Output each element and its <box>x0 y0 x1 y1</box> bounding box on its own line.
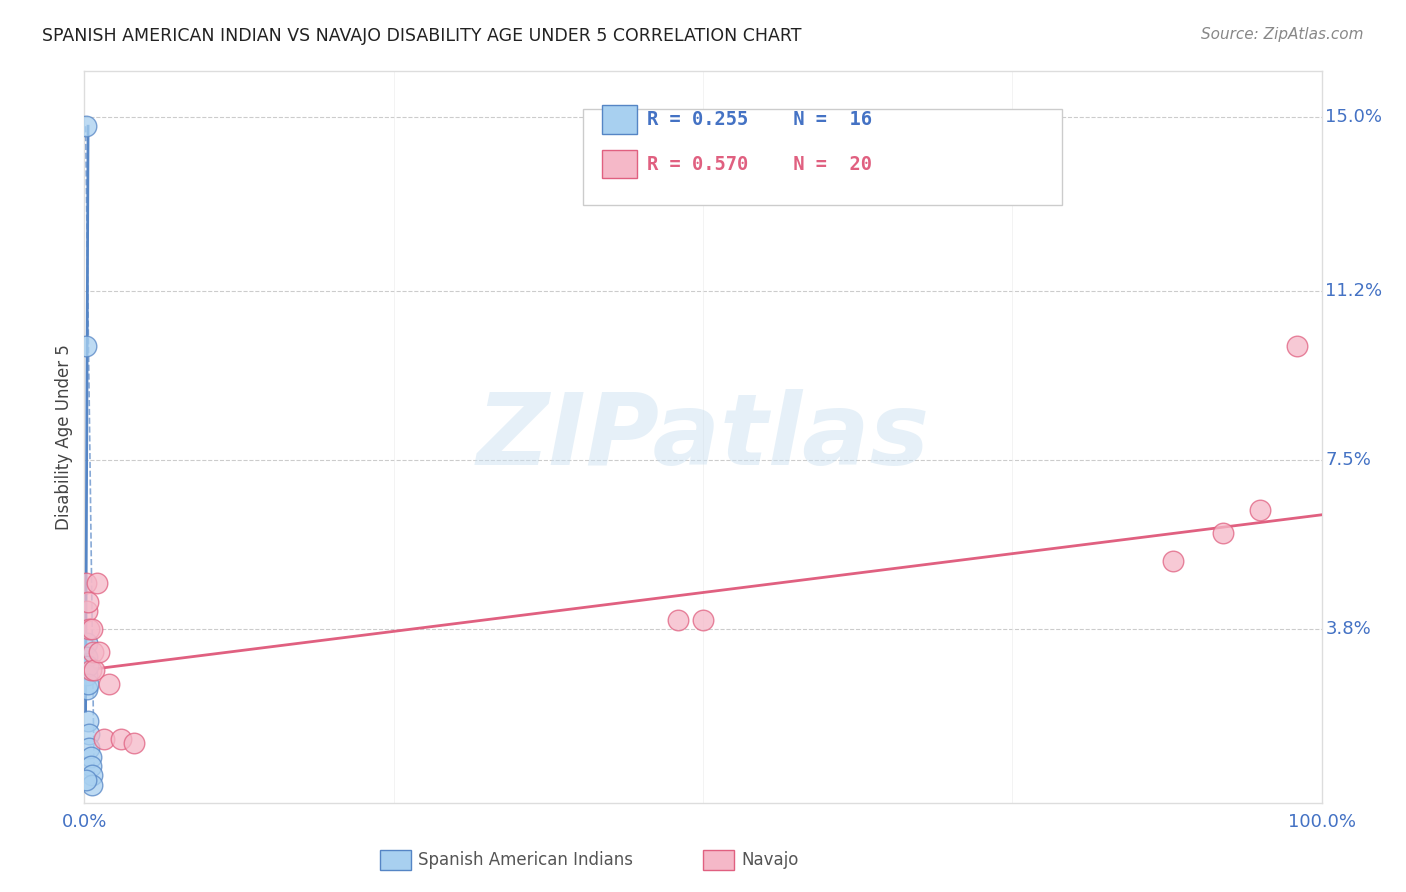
Point <box>80 768 103 782</box>
Point <box>76 681 98 696</box>
Point <box>79 663 101 677</box>
Point <box>80 622 103 636</box>
Point <box>75 772 97 787</box>
Point <box>93 731 115 746</box>
Text: R = 0.570    N =  20: R = 0.570 N = 20 <box>647 154 872 174</box>
Point <box>122 736 145 750</box>
Text: Navajo: Navajo <box>741 851 799 869</box>
Point <box>76 667 98 681</box>
Point <box>77 658 100 673</box>
Point <box>75 338 97 352</box>
Point <box>666 613 689 627</box>
Point <box>76 649 98 664</box>
Point <box>1161 553 1184 567</box>
Point <box>80 777 103 792</box>
Point <box>83 663 105 677</box>
Point <box>77 594 100 608</box>
Point <box>79 750 101 764</box>
Y-axis label: Disability Age Under 5: Disability Age Under 5 <box>55 344 73 530</box>
Point <box>692 613 714 627</box>
Point <box>1285 338 1308 352</box>
Point <box>110 731 132 746</box>
Point <box>79 622 101 636</box>
Point <box>75 119 97 133</box>
Point <box>86 576 108 591</box>
Text: 7.5%: 7.5% <box>1326 451 1371 469</box>
Point <box>98 677 121 691</box>
Text: 0.0%: 0.0% <box>62 813 107 831</box>
Text: 15.0%: 15.0% <box>1326 108 1382 126</box>
Point <box>76 636 98 650</box>
Text: SPANISH AMERICAN INDIAN VS NAVAJO DISABILITY AGE UNDER 5 CORRELATION CHART: SPANISH AMERICAN INDIAN VS NAVAJO DISABI… <box>42 27 801 45</box>
Text: ZIPatlas: ZIPatlas <box>477 389 929 485</box>
Point <box>1212 526 1234 541</box>
Point <box>75 576 97 591</box>
Text: 11.2%: 11.2% <box>1326 282 1382 300</box>
Point <box>76 604 98 618</box>
Point <box>1249 503 1271 517</box>
Point <box>79 740 101 755</box>
Text: Spanish American Indians: Spanish American Indians <box>418 851 633 869</box>
Text: 100.0%: 100.0% <box>1288 813 1355 831</box>
Text: Source: ZipAtlas.com: Source: ZipAtlas.com <box>1201 27 1364 42</box>
Text: R = 0.255    N =  16: R = 0.255 N = 16 <box>647 110 872 129</box>
Point <box>79 759 101 773</box>
Point <box>89 645 111 659</box>
Point <box>77 677 100 691</box>
Text: 3.8%: 3.8% <box>1326 620 1371 638</box>
Point <box>82 645 104 659</box>
Point <box>79 727 101 741</box>
Point <box>77 714 100 728</box>
